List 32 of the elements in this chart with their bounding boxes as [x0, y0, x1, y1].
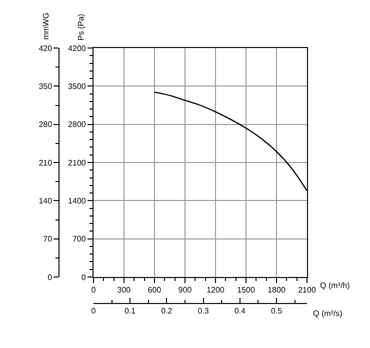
- x2-tick-label: 0.3: [198, 306, 210, 316]
- x-tick-label: 0: [91, 286, 96, 295]
- y2-tick-label: 140: [38, 196, 53, 206]
- y-axis-title: Ps (Pa): [76, 13, 86, 40]
- y-tick-label: 2100: [68, 158, 86, 168]
- x2-axis-title: Q (m³/s): [313, 309, 343, 318]
- y-tick-label: 4200: [68, 44, 86, 53]
- y2-tick-label: 0: [48, 272, 53, 282]
- x-tick-label: 900: [178, 286, 192, 295]
- y2-tick-label: 210: [38, 158, 53, 168]
- y-tick-label: 0: [81, 272, 86, 282]
- y-tick-label: 3500: [68, 82, 86, 91]
- x-axis-title: Q (m³/h): [320, 281, 350, 290]
- x2-tick-label: 0: [91, 306, 96, 316]
- x-tick-label: 1800: [268, 286, 286, 295]
- x-tick-label: 1500: [237, 286, 256, 295]
- x2-tick-label: 0.5: [270, 306, 283, 316]
- x-tick-label: 1200: [206, 286, 225, 295]
- x-tick-label: 600: [148, 286, 162, 295]
- y2-tick-label: 70: [43, 234, 53, 244]
- x2-tick-label: 0.1: [124, 306, 136, 316]
- y2-axis-title: mmWG: [42, 12, 51, 40]
- y2-tick-label: 420: [38, 44, 53, 53]
- x2-tick-label: 0.4: [234, 306, 246, 316]
- x-tick-label: 300: [117, 286, 132, 295]
- y-tick-label: 2800: [68, 120, 86, 130]
- x-tick-label: 2100: [298, 286, 316, 295]
- y2-tick-label: 350: [38, 82, 53, 91]
- y-tick-label: 1400: [68, 196, 86, 206]
- y-tick-label: 700: [72, 234, 86, 244]
- y2-tick-label: 280: [38, 120, 53, 130]
- x2-tick-label: 0.2: [161, 306, 173, 316]
